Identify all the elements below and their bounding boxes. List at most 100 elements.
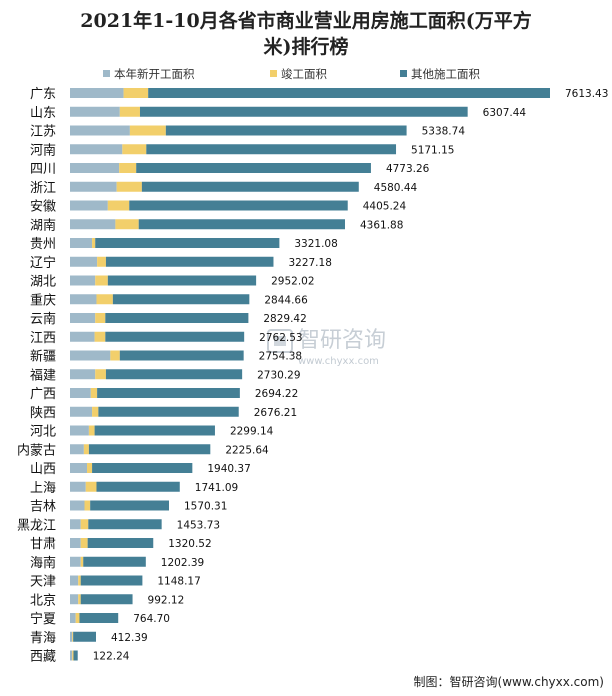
legend-label: 本年新开工面积 [114,67,195,81]
bar-segment-other [146,144,397,155]
bar-row: 湖北 2952.02 [30,275,315,290]
legend-label: 其他施工面积 [411,67,480,81]
value-label: 1148.17 [157,576,200,588]
bar-row: 四川 4773.26 [30,162,430,177]
bar-segment-new-start [70,219,116,230]
category-label: 北京 [30,593,56,608]
bar-row: 内蒙古 2225.64 [17,442,269,458]
category-label: 宁夏 [30,611,56,627]
bar-row: 青海 412.39 [30,631,148,646]
value-label: 764.70 [133,613,170,625]
bar-segment-completed [119,106,140,117]
category-label: 辽宁 [30,255,56,271]
bar-segment-new-start [70,388,91,398]
bar-segment-new-start [70,500,85,511]
bar-segment-completed [80,556,84,567]
bar-row: 广西 2694.22 [30,387,298,402]
bar-segment-completed [78,575,81,586]
bar-segment-completed [72,650,74,661]
chart-title-line-1: 2021年1-10月各省市商业营业用房施工面积(万平方 [80,10,532,32]
bar-row: 宁夏 764.70 [30,611,170,627]
value-label: 4580.44 [374,182,418,194]
value-label: 412.39 [111,632,148,644]
legend-item: 竣工面积 [270,67,327,81]
category-label: 河北 [30,425,56,440]
legend: 本年新开工面积 竣工面积 其他施工面积 [103,67,480,81]
value-label: 4361.88 [360,219,403,231]
category-label: 西藏 [30,650,56,665]
value-label: 1570.31 [184,501,227,513]
value-label: 3227.18 [288,257,331,269]
bar-segment-new-start [70,444,84,455]
bar-segment-other [112,294,250,305]
category-label: 贵州 [30,237,56,252]
bar-row: 甘肃 1320.52 [30,537,212,552]
bar-row: 重庆 2844.66 [30,292,308,308]
bar-segment-other [94,425,215,436]
bar-segment-completed [72,631,74,642]
bar-segment-other [95,238,280,248]
bar-row: 云南 2829.42 [30,311,307,327]
value-label: 7613.43 [565,88,608,100]
bar-segment-other [139,106,468,117]
bar-segment-other [97,388,240,398]
value-label: 2754.38 [259,351,302,363]
category-label: 安徽 [30,200,56,215]
bar-segment-completed [80,538,88,548]
category-label: 天津 [30,575,56,590]
category-label: 海南 [30,555,56,571]
category-label: 青海 [30,631,56,646]
bar-segment-completed [122,144,147,155]
bar-segment-new-start [70,650,73,661]
category-label: 山东 [30,106,56,121]
bar-segment-completed [95,313,106,323]
bar-segment-other [83,556,146,567]
category-label: 新疆 [30,349,56,365]
category-label: 上海 [30,481,56,496]
bar-segment-completed [116,181,142,192]
bars: 广东 7613.43 山东 6307.44 江苏 5338.74 河南 5171.15 四川 47… [17,87,608,665]
value-label: 1741.09 [195,482,238,494]
category-label: 江苏 [30,124,56,140]
bar-segment-completed [110,350,120,361]
value-label: 1453.73 [177,519,220,531]
category-label: 湖北 [30,275,56,290]
category-label: 浙江 [30,181,56,196]
bar-segment-other [80,594,133,605]
category-label: 内蒙古 [17,442,56,458]
watermark-logo [267,329,293,353]
bar-segment-new-start [70,350,111,361]
value-label: 4405.24 [363,201,407,213]
value-label: 2829.42 [263,313,306,325]
value-label: 2299.14 [230,426,274,438]
bar-segment-completed [123,88,149,98]
bar-segment-new-start [70,613,76,623]
bar-segment-completed [88,425,95,436]
bar-segment-new-start [70,163,120,173]
bar-row: 西藏 122.24 [30,650,130,665]
category-label: 福建 [30,368,56,383]
bar-segment-other [96,481,180,492]
bar-segment-completed [90,388,98,398]
category-label: 甘肃 [30,537,56,552]
bar-segment-other [90,500,169,511]
bar-segment-other [92,463,193,473]
bar-segment-completed [85,481,97,492]
bar-row: 河北 2299.14 [30,425,274,440]
watermark-logo-core [274,336,286,346]
bar-segment-other [105,313,249,323]
bar-segment-other [79,613,119,623]
category-label: 吉林 [30,500,56,515]
bar-segment-completed [75,613,80,623]
legend-swatch [400,70,407,77]
bar-segment-other [88,519,162,530]
legend-item: 其他施工面积 [400,67,480,81]
bar-segment-new-start [70,556,81,567]
bar-segment-new-start [70,238,93,248]
legend-swatch [103,70,110,77]
category-label: 江西 [30,331,56,346]
value-label: 2762.53 [259,332,302,344]
bar-segment-other [148,88,550,98]
bar-row: 辽宁 3227.18 [30,255,332,271]
